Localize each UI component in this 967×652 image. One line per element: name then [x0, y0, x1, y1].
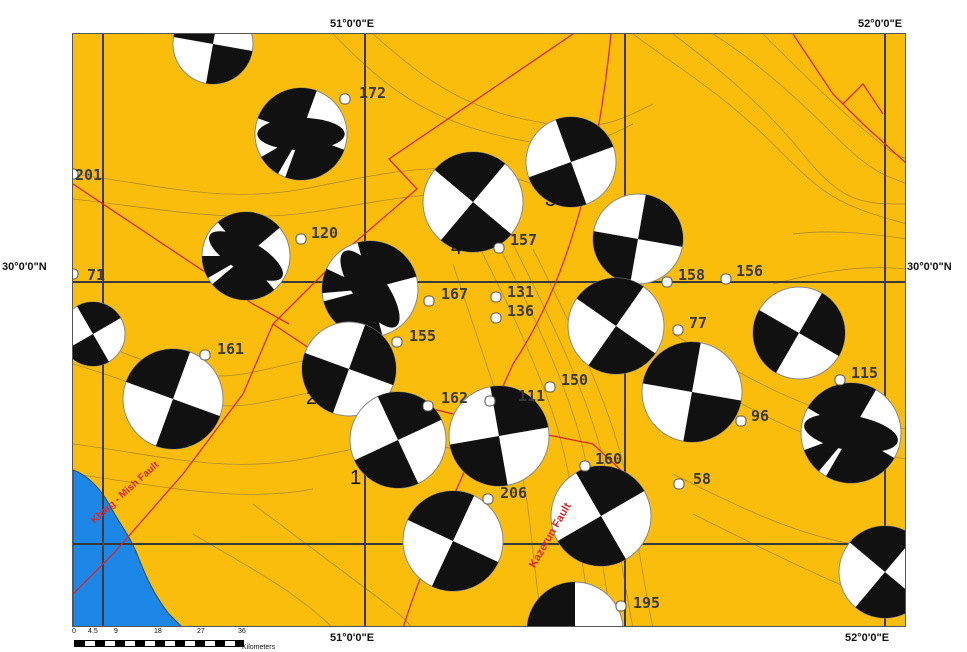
lat-label-right-30: 30°0'0"N	[907, 261, 952, 273]
focal-mechanism-beachball	[567, 277, 665, 375]
focal-mechanism-beachball	[838, 525, 905, 619]
lon-label-bottom-52: 52°0'0"E	[845, 632, 890, 644]
station-marker	[391, 336, 403, 348]
station-label: 58	[693, 470, 712, 488]
station-label: 195	[633, 594, 661, 612]
focal-mechanism-beachball	[73, 301, 126, 367]
station-marker	[295, 233, 307, 245]
station-marker	[544, 381, 556, 393]
station-label: 161	[217, 340, 245, 358]
station-label: 157	[510, 231, 538, 249]
station-marker	[73, 168, 79, 180]
focal-mechanism-beachball	[641, 341, 743, 443]
scale-tick-9: 9	[114, 628, 118, 635]
scale-tick-4-5: 4.5	[88, 628, 98, 635]
station-marker	[490, 312, 502, 324]
station-label: 167	[441, 285, 469, 303]
focal-mechanism-beachball	[422, 151, 524, 253]
station-marker	[720, 273, 732, 285]
station-label: 136	[507, 302, 535, 320]
station-marker	[490, 291, 502, 303]
station-label: 206	[500, 484, 528, 502]
station-label: 156	[736, 262, 764, 280]
station-layer	[73, 93, 846, 612]
station-marker	[493, 242, 505, 254]
water-body	[73, 469, 182, 626]
station-marker	[579, 460, 591, 472]
focal-mechanism-beachball	[550, 465, 652, 567]
station-label: 120	[311, 224, 339, 242]
scale-tick-0: 0	[72, 628, 76, 635]
station-marker	[422, 400, 434, 412]
focal-mechanism-beachball	[525, 116, 617, 208]
station-marker	[339, 93, 351, 105]
focal-mechanism-beachball	[752, 286, 846, 380]
scale-unit: Kilometers	[242, 644, 276, 651]
station-label: 162	[441, 389, 469, 407]
focal-mechanism-beachball	[592, 193, 684, 285]
station-marker	[735, 415, 747, 427]
scale-tick-27: 27	[197, 628, 205, 635]
scale-tick-18: 18	[154, 628, 162, 635]
focal-mechanism-beachball	[800, 382, 902, 484]
event-number-label: 2	[306, 387, 318, 409]
station-marker	[834, 374, 846, 386]
station-label: 77	[689, 314, 708, 332]
lon-label-bottom-51: 51°0'0"E	[330, 632, 375, 644]
map-area[interactable]: 172 201 120 71 157 167 131 136 158 156 155 161 77 111…	[72, 33, 906, 627]
scale-segments	[74, 640, 244, 647]
station-marker	[615, 600, 627, 612]
station-marker	[482, 493, 494, 505]
station-marker	[423, 295, 435, 307]
station-label: 71	[87, 266, 106, 284]
focal-mechanism-beachball	[321, 240, 419, 338]
map-canvas[interactable]	[73, 34, 906, 627]
lon-label-top-52: 52°0'0"E	[858, 18, 903, 30]
station-marker	[73, 268, 79, 280]
scale-bar: 0 4.5 9 18 27 36 Kilometers	[72, 628, 276, 652]
station-marker	[484, 395, 496, 407]
station-marker	[661, 276, 673, 288]
station-marker	[199, 349, 211, 361]
station-label: 172	[359, 84, 387, 102]
event-number-label: 4	[451, 237, 463, 259]
lat-label-left-30: 30°0'0"N	[2, 261, 47, 273]
event-number-label: 1	[350, 467, 362, 489]
focal-mechanism-beachball	[172, 34, 254, 85]
station-marker	[673, 478, 685, 490]
focal-mechanism-beachball	[254, 87, 348, 181]
station-marker	[672, 324, 684, 336]
station-label: 150	[561, 371, 589, 389]
focal-mechanism-beachball	[402, 490, 504, 592]
beachball-layer	[73, 34, 905, 626]
station-label: 201	[75, 166, 103, 184]
station-label: 115	[851, 364, 879, 382]
focal-mechanism-beachball	[201, 211, 291, 301]
station-label: 111	[518, 387, 546, 405]
focal-mechanism-beachball	[526, 581, 624, 626]
event-number-label: 3	[545, 189, 557, 211]
lon-label-top-51: 51°0'0"E	[330, 18, 375, 30]
station-label: 160	[595, 450, 623, 468]
scale-tick-36: 36	[238, 628, 246, 635]
focal-mechanism-beachball	[301, 321, 397, 417]
station-label: 155	[409, 327, 437, 345]
focal-mechanism-beachball	[448, 385, 550, 487]
focal-mechanism-beachball	[122, 348, 224, 450]
station-label: 158	[678, 266, 706, 284]
station-label: 96	[751, 407, 770, 425]
station-label: 131	[507, 283, 535, 301]
